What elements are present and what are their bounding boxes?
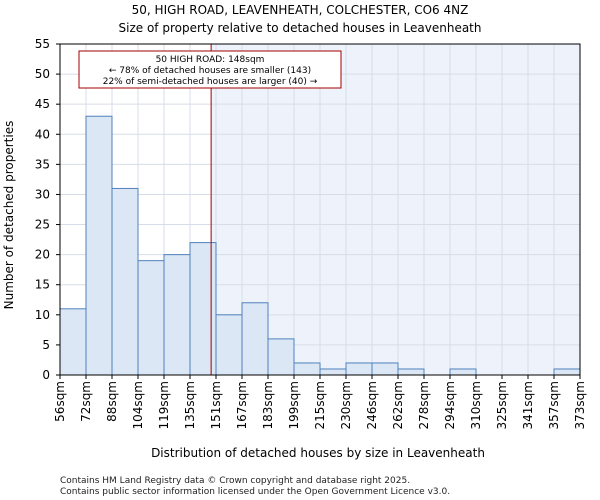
x-tick-label: 373sqm <box>573 381 587 429</box>
plot-frame <box>59 43 581 376</box>
x-axis-label: Distribution of detached houses by size … <box>151 446 485 460</box>
bars <box>59 115 581 376</box>
y-axis-ticks: 0 5 10 15 20 25 30 35 40 45 50 55 <box>35 37 60 382</box>
x-tick-label: 88sqm <box>105 381 119 422</box>
y-tick-label: 35 <box>35 157 50 171</box>
footer-line-2: Contains public sector information licen… <box>60 487 450 497</box>
chart-subtitle: Size of property relative to detached ho… <box>119 21 482 35</box>
y-tick-label: 40 <box>35 127 50 141</box>
y-tick-label: 25 <box>35 218 50 232</box>
x-tick-label: 167sqm <box>235 381 249 429</box>
histogram-bar <box>215 314 243 376</box>
x-tick-label: 215sqm <box>313 381 327 429</box>
x-tick-label: 310sqm <box>469 381 483 429</box>
annotation-frame <box>78 50 342 89</box>
annotation-box: 50 HIGH ROAD: 148sqm ← 78% of detached h… <box>78 50 342 89</box>
histogram-bar <box>111 187 139 376</box>
x-tick-label: 325sqm <box>495 381 509 429</box>
x-tick-label: 183sqm <box>261 381 275 429</box>
annotation-line-2: ← 78% of detached houses are smaller (14… <box>109 66 311 76</box>
x-tick-label: 151sqm <box>209 381 223 429</box>
y-tick-label: 15 <box>35 278 50 292</box>
histogram-bar <box>241 302 269 376</box>
histogram-bar <box>163 254 191 376</box>
footer-line-1: Contains HM Land Registry data © Crown c… <box>60 476 410 486</box>
x-tick-label: 104sqm <box>131 381 145 429</box>
x-tick-label: 72sqm <box>79 381 93 422</box>
x-tick-label: 230sqm <box>339 381 353 429</box>
histogram-bar <box>345 362 373 376</box>
x-tick-label: 199sqm <box>287 381 301 429</box>
annotation-line-1: 50 HIGH ROAD: 148sqm <box>156 55 265 65</box>
histogram-bar <box>553 368 581 376</box>
y-tick-label: 55 <box>35 37 50 51</box>
y-axis-label: Number of detached properties <box>2 121 16 310</box>
annotation-line-3: 22% of semi-detached houses are larger (… <box>103 77 318 87</box>
y-tick-label: 30 <box>35 187 50 201</box>
larger-region-shade <box>211 44 580 375</box>
histogram-bar <box>319 368 347 376</box>
x-tick-label: 119sqm <box>157 381 171 429</box>
x-tick-label: 341sqm <box>521 381 535 429</box>
y-tick-label: 10 <box>35 308 50 322</box>
x-tick-label: 278sqm <box>417 381 431 429</box>
x-tick-label: 357sqm <box>547 381 561 429</box>
y-tick-label: 0 <box>42 368 50 382</box>
y-tick-label: 50 <box>35 67 50 81</box>
y-tick-label: 45 <box>35 97 50 111</box>
histogram-bar <box>137 260 165 376</box>
y-tick-label: 20 <box>35 248 50 262</box>
histogram-bar <box>293 362 321 376</box>
x-tick-label: 246sqm <box>365 381 379 429</box>
histogram-bar <box>267 338 295 376</box>
x-tick-label: 294sqm <box>443 381 457 429</box>
histogram-bar <box>449 368 477 376</box>
histogram-bar <box>189 242 217 376</box>
y-tick-label: 5 <box>42 338 50 352</box>
x-tick-label: 56sqm <box>53 381 67 422</box>
histogram-bar <box>85 115 113 376</box>
x-axis-ticks: 56sqm 72sqm 88sqm 104sqm 119sqm 135sqm 151sqm 1… <box>53 375 587 429</box>
chart-title: 50, HIGH ROAD, LEAVENHEATH, COLCHESTER, … <box>132 3 469 17</box>
histogram-bar <box>371 362 399 376</box>
histogram-bar <box>397 368 425 376</box>
x-tick-label: 135sqm <box>183 381 197 429</box>
x-tick-label: 262sqm <box>391 381 405 429</box>
histogram-bar <box>59 308 87 376</box>
